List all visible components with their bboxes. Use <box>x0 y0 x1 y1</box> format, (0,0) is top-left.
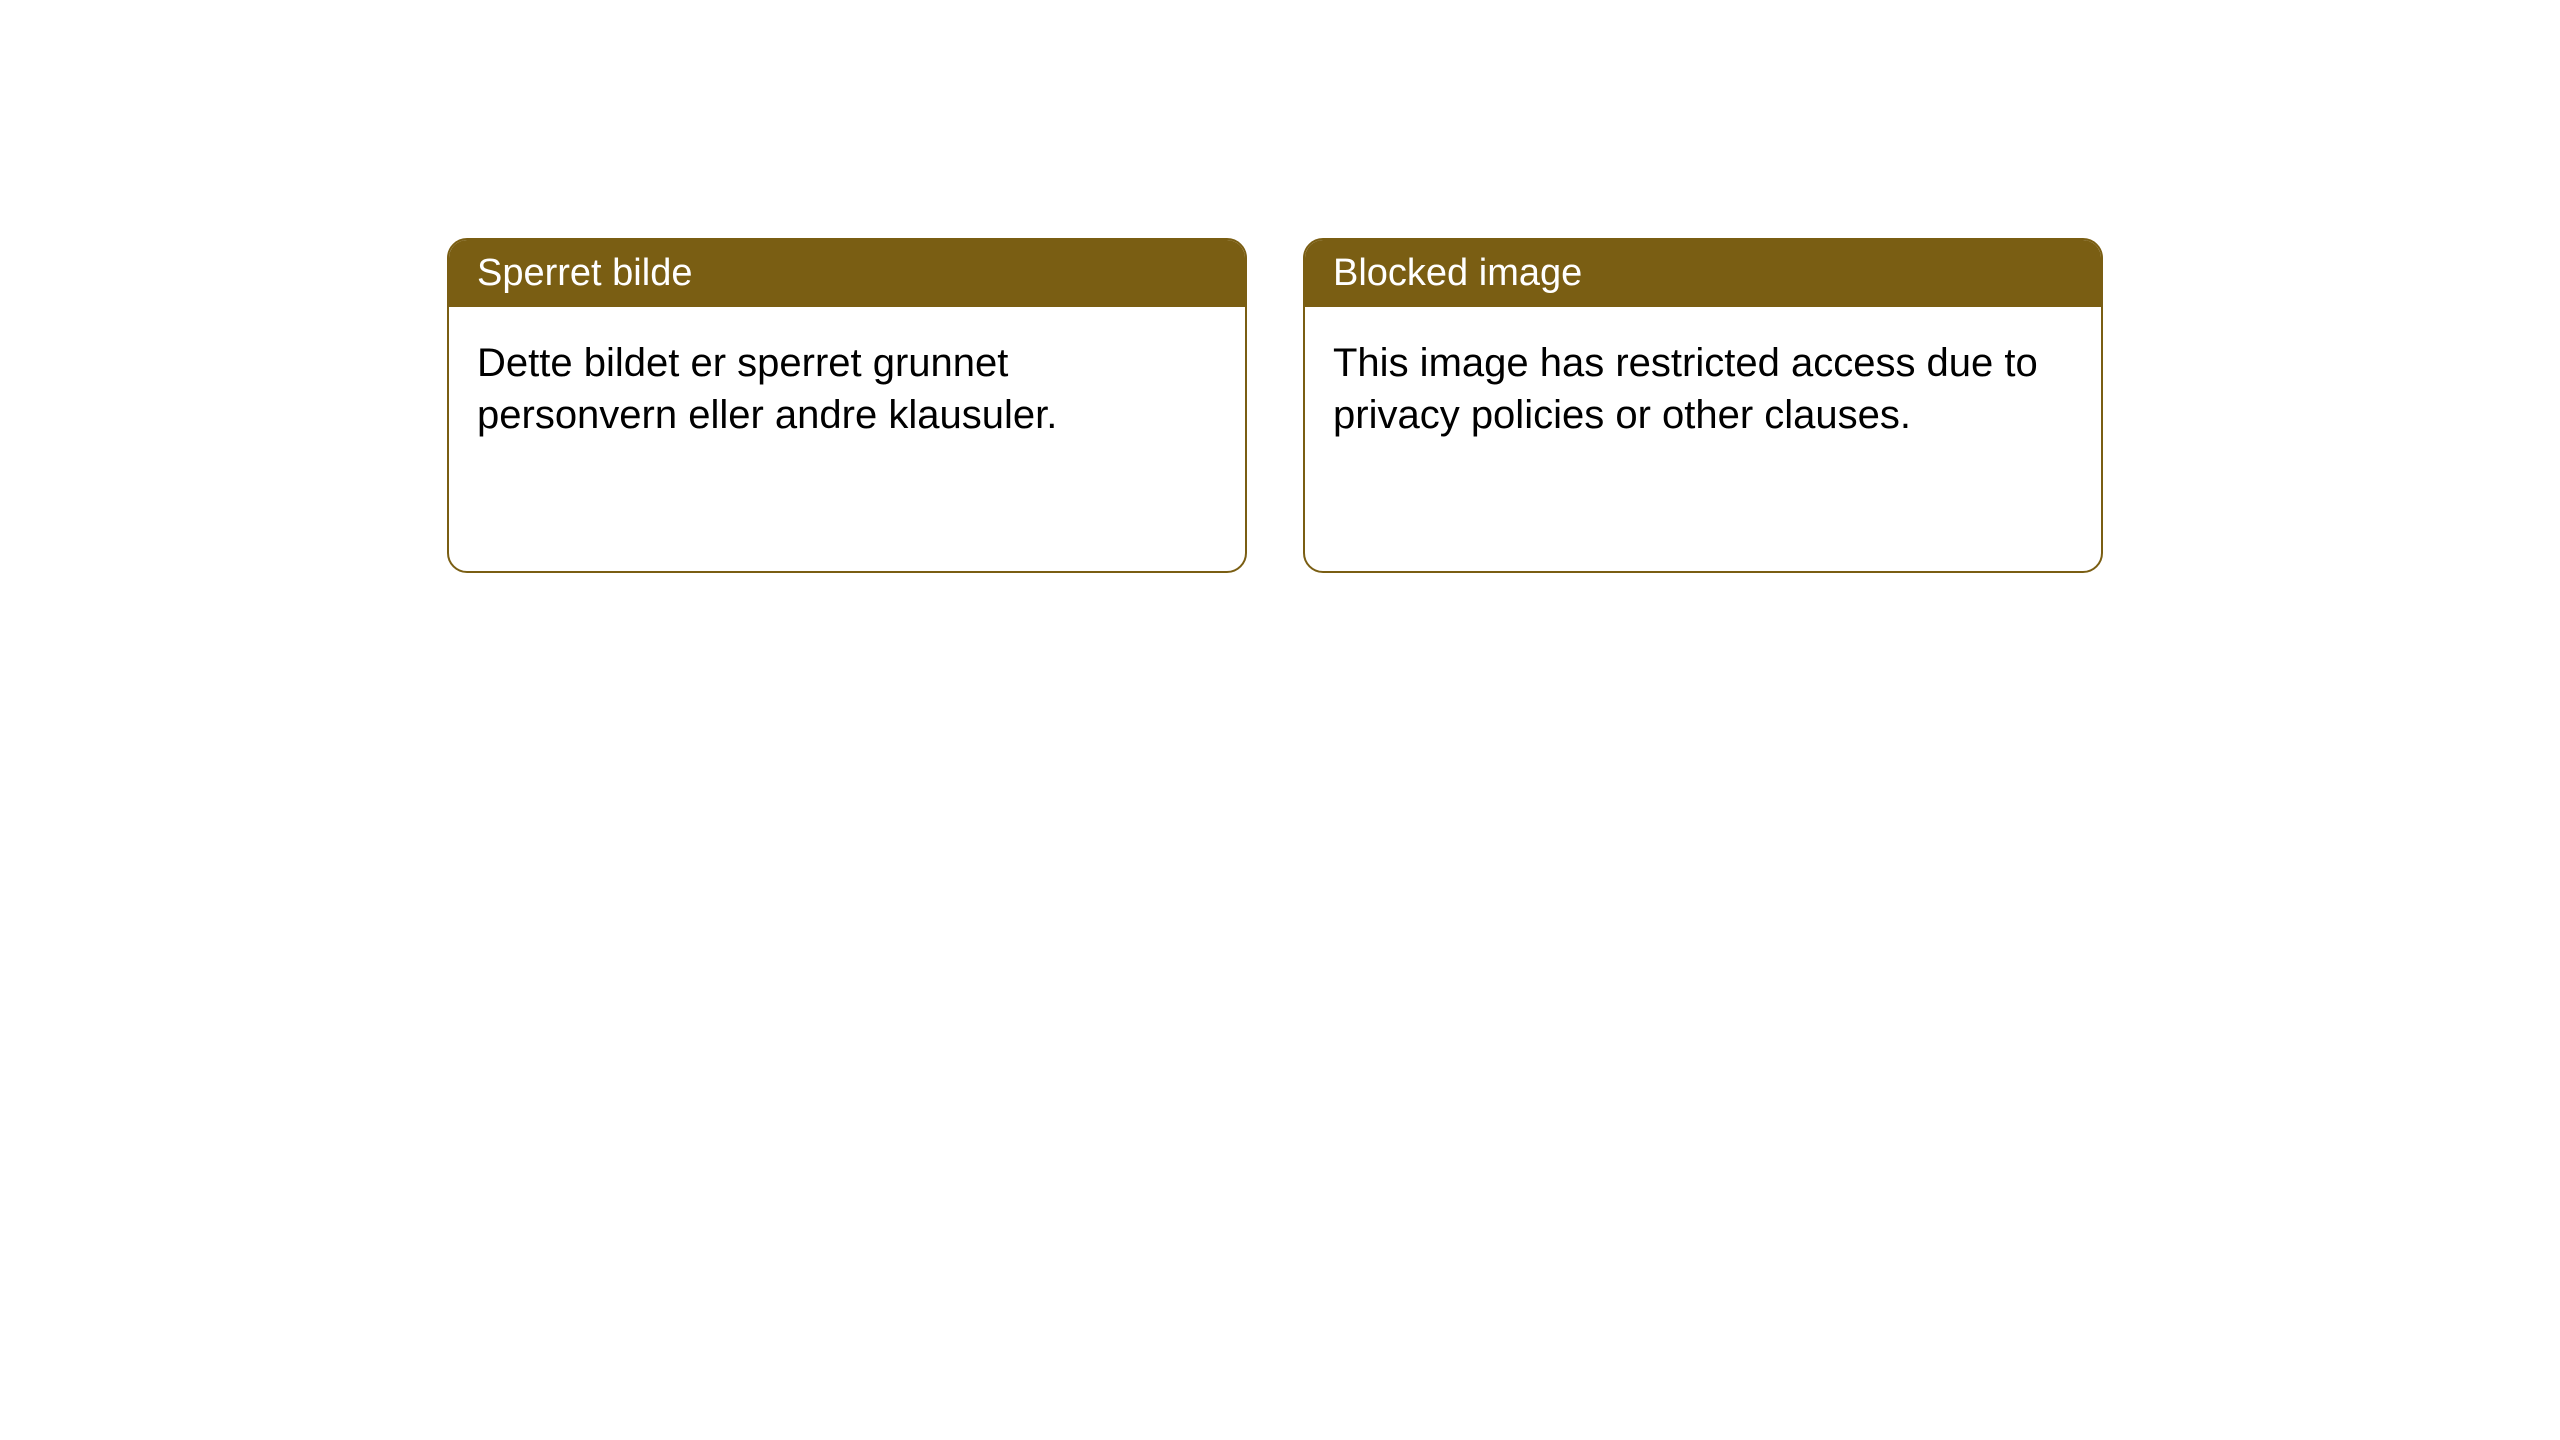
notice-card-header: Blocked image <box>1305 240 2101 307</box>
notice-card-body: Dette bildet er sperret grunnet personve… <box>449 307 1245 471</box>
notice-header-text: Sperret bilde <box>477 252 692 294</box>
notice-card-header: Sperret bilde <box>449 240 1245 307</box>
notice-header-text: Blocked image <box>1333 252 1582 294</box>
notice-body-text: Dette bildet er sperret grunnet personve… <box>477 341 1057 437</box>
notice-card-body: This image has restricted access due to … <box>1305 307 2101 471</box>
notice-body-text: This image has restricted access due to … <box>1333 341 2038 437</box>
notice-card-norwegian: Sperret bilde Dette bildet er sperret gr… <box>447 238 1247 573</box>
notice-cards-container: Sperret bilde Dette bildet er sperret gr… <box>447 238 2103 573</box>
notice-card-english: Blocked image This image has restricted … <box>1303 238 2103 573</box>
